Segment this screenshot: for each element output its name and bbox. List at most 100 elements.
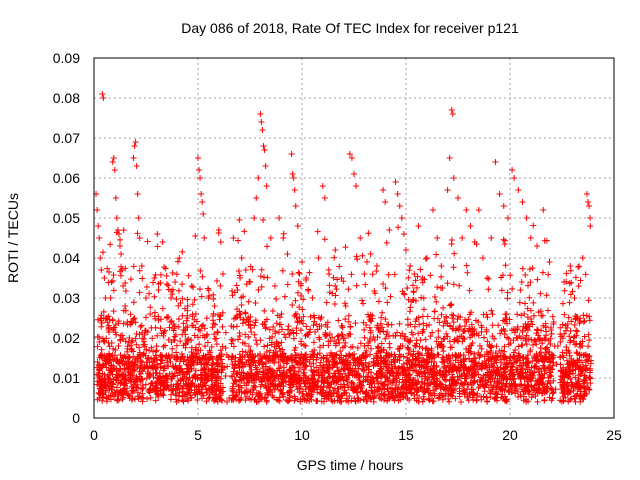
data-point — [525, 382, 532, 389]
data-point — [446, 338, 453, 345]
data-point — [275, 329, 282, 336]
data-point — [582, 271, 589, 278]
data-point — [315, 255, 322, 261]
data-point — [519, 329, 526, 336]
data-point — [219, 388, 226, 395]
data-point — [465, 316, 472, 323]
data-point — [176, 255, 183, 261]
data-point — [184, 365, 191, 372]
data-point — [503, 382, 510, 389]
data-point — [271, 356, 278, 363]
data-point — [444, 320, 451, 327]
data-point — [467, 365, 474, 372]
data-point — [167, 318, 174, 325]
data-point — [281, 331, 288, 338]
data-point — [210, 296, 217, 303]
data-point — [494, 391, 501, 398]
data-point — [486, 356, 493, 363]
data-point — [317, 359, 324, 366]
data-point — [545, 364, 552, 371]
data-point — [368, 380, 375, 387]
data-point — [94, 371, 101, 378]
data-point — [475, 371, 482, 378]
data-point — [180, 327, 187, 334]
data-point — [179, 248, 186, 255]
data-point — [424, 369, 431, 376]
data-point — [136, 349, 143, 356]
data-point — [262, 163, 269, 169]
data-point — [236, 364, 243, 371]
data-point — [151, 293, 158, 300]
data-point — [99, 249, 106, 256]
data-point — [338, 358, 345, 365]
data-point — [177, 338, 184, 345]
data-point — [443, 313, 450, 320]
data-point — [499, 272, 506, 279]
y-tick-label: 0.06 — [53, 170, 80, 186]
data-point — [214, 369, 221, 376]
data-point — [98, 319, 105, 326]
data-point — [94, 343, 101, 350]
data-point — [170, 327, 177, 334]
data-point — [235, 361, 242, 368]
data-point — [238, 294, 245, 301]
data-point — [523, 341, 530, 348]
data-point — [490, 364, 497, 371]
data-point — [373, 268, 380, 275]
data-point — [173, 381, 180, 388]
data-point — [336, 339, 343, 346]
data-point — [297, 282, 304, 289]
data-point — [173, 296, 180, 303]
data-point — [508, 360, 515, 367]
data-point — [566, 352, 573, 359]
data-point — [378, 395, 385, 402]
data-point — [515, 350, 522, 357]
data-point — [162, 353, 169, 360]
data-point — [267, 357, 274, 364]
data-point — [219, 323, 226, 330]
data-point — [225, 354, 232, 361]
data-point — [587, 223, 594, 230]
data-point — [246, 278, 253, 285]
data-point — [440, 336, 447, 343]
data-point — [136, 267, 143, 274]
data-point — [292, 351, 299, 358]
data-point — [437, 380, 444, 387]
data-point — [290, 175, 297, 181]
data-point — [134, 230, 141, 237]
data-point — [141, 362, 148, 369]
data-point — [163, 272, 170, 279]
data-point — [433, 363, 440, 370]
data-point — [257, 111, 264, 117]
data-point — [434, 235, 441, 241]
data-point — [279, 267, 286, 274]
data-point — [320, 342, 327, 349]
data-point — [120, 307, 127, 314]
data-point — [573, 392, 580, 399]
data-point — [434, 376, 441, 383]
data-point — [173, 385, 180, 392]
data-point — [550, 389, 557, 396]
data-point — [585, 343, 592, 350]
data-point — [571, 322, 578, 329]
data-point — [234, 306, 241, 313]
data-point — [335, 368, 342, 375]
data-point — [382, 199, 389, 205]
data-point — [109, 390, 116, 397]
data-point — [406, 267, 413, 274]
data-point — [117, 236, 124, 243]
data-point — [136, 289, 143, 296]
data-point — [181, 356, 188, 363]
data-point — [199, 371, 206, 378]
data-point — [393, 369, 400, 376]
data-point — [338, 322, 345, 329]
data-point — [230, 368, 237, 375]
data-point — [215, 382, 222, 389]
data-point — [373, 378, 380, 385]
data-point — [213, 341, 220, 348]
data-point — [115, 368, 122, 375]
x-tick-label: 5 — [194, 427, 202, 443]
data-point — [296, 389, 303, 396]
data-point — [105, 393, 112, 400]
data-point — [300, 296, 307, 303]
